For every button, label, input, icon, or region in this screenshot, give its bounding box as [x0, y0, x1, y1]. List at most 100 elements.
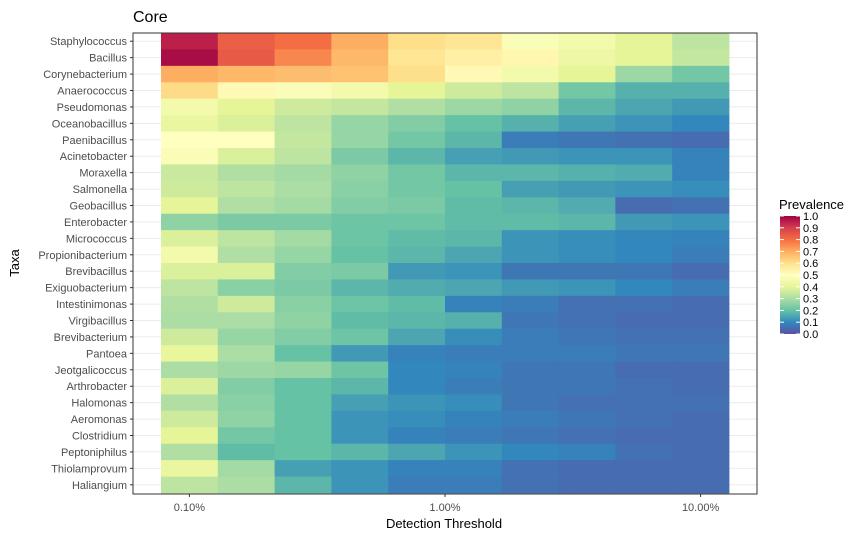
heatmap-tile	[161, 378, 219, 395]
heatmap-tile	[274, 213, 332, 231]
heatmap-tile	[501, 312, 559, 330]
heatmap-tile	[217, 361, 275, 379]
heatmap-tile	[558, 460, 616, 477]
heatmap-tile	[388, 98, 446, 116]
heatmap-tile	[161, 98, 219, 116]
heatmap-tile	[615, 65, 673, 83]
heatmap-tile	[615, 427, 673, 445]
heatmap-tile	[161, 328, 219, 346]
heatmap-tile	[331, 98, 389, 116]
heatmap-tile	[615, 263, 673, 280]
heatmap-tile	[388, 230, 446, 247]
y-tick-label: Pantoea	[86, 348, 128, 360]
x-tick-label: 10.00%	[682, 502, 720, 514]
legend-break-label: 0.1	[803, 317, 818, 329]
heatmap-tile	[388, 49, 446, 67]
heatmap-tile	[331, 49, 389, 67]
legend-colorbar	[780, 216, 800, 334]
heatmap-tile	[501, 98, 559, 116]
heatmap-tile	[388, 115, 446, 132]
heatmap-tile	[501, 33, 559, 50]
heatmap-tile	[615, 131, 673, 149]
heatmap-tile	[672, 279, 730, 297]
heatmap-tile	[331, 33, 389, 50]
heatmap-tile	[331, 295, 389, 313]
heatmap-tile	[501, 394, 559, 412]
legend-break-label: 0.9	[803, 223, 818, 235]
y-tick-label: Micrococcus	[66, 233, 128, 245]
plot-panel: Staphylococcus Bacillus Corynebacterium Ana…	[38, 32, 758, 514]
y-tick-label: Aeromonas	[71, 414, 128, 426]
heatmap-tile	[615, 328, 673, 346]
heatmap-tile	[161, 148, 219, 165]
heatmap-tile	[217, 394, 275, 412]
heatmap-tile	[501, 328, 559, 346]
heatmap-tile	[217, 82, 275, 100]
heatmap-tile	[615, 213, 673, 231]
heatmap-tile	[274, 82, 332, 100]
y-tick-label: Brevibacillus	[65, 266, 127, 278]
heatmap-tile	[672, 65, 730, 83]
heatmap-tile	[217, 65, 275, 83]
heatmap-tile	[615, 246, 673, 264]
heatmap-tile	[161, 230, 219, 247]
heatmap-tile	[501, 230, 559, 247]
heatmap-tile	[615, 197, 673, 215]
heatmap-tile	[445, 427, 503, 445]
heatmap-tile	[161, 279, 219, 297]
heatmap-tile	[217, 476, 275, 494]
heatmap-tile	[501, 213, 559, 231]
heatmap-tile	[672, 427, 730, 445]
heatmap-tile	[672, 197, 730, 215]
heatmap-tile	[672, 263, 730, 280]
heatmap-tile	[274, 246, 332, 264]
legend-break-label: 0.5	[803, 270, 818, 282]
heatmap-tile	[331, 246, 389, 264]
heatmap-tile	[217, 443, 275, 461]
heatmap-tile	[615, 115, 673, 132]
heatmap-tile	[331, 410, 389, 428]
y-tick-label: Intestinimonas	[56, 299, 127, 311]
x-tick-label: 1.00%	[429, 502, 460, 514]
heatmap-tile	[501, 279, 559, 297]
heatmap-tile	[217, 460, 275, 477]
heatmap-tile	[274, 164, 332, 182]
heatmap-tile	[558, 263, 616, 280]
heatmap-tile	[672, 246, 730, 264]
heatmap-tile	[501, 460, 559, 477]
heatmap-tile	[388, 164, 446, 182]
heatmap-tile	[161, 115, 219, 132]
heatmap-tile	[445, 197, 503, 215]
heatmap-tile	[615, 49, 673, 67]
heatmap-tile	[558, 33, 616, 50]
heatmap-tile	[388, 394, 446, 412]
heatmap-tile	[274, 410, 332, 428]
heatmap-tile	[161, 394, 219, 412]
heatmap-tile	[331, 131, 389, 149]
heatmap-tile	[331, 443, 389, 461]
heatmap-tile	[388, 410, 446, 428]
heatmap-tile	[274, 361, 332, 379]
heatmap-tile	[274, 460, 332, 477]
heatmap-tile	[217, 131, 275, 149]
heatmap-tile	[331, 394, 389, 412]
heatmap-tile	[672, 98, 730, 116]
heatmap-tile	[615, 460, 673, 477]
heatmap-tile	[445, 279, 503, 297]
heatmap-tile	[501, 378, 559, 395]
heatmap-tile	[331, 82, 389, 100]
heatmap-tile	[501, 295, 559, 313]
heatmap-tile	[217, 180, 275, 198]
heatmap-tile	[672, 164, 730, 182]
heatmap-tile	[445, 98, 503, 116]
heatmap-tile	[615, 33, 673, 50]
heatmap-tile	[445, 213, 503, 231]
heatmap-tile	[217, 197, 275, 215]
heatmap-tile	[388, 378, 446, 395]
heatmap-tile	[445, 33, 503, 50]
heatmap-tile	[161, 246, 219, 264]
heatmap-tile	[161, 345, 219, 362]
heatmap-tile	[217, 33, 275, 50]
heatmap-tile	[558, 427, 616, 445]
